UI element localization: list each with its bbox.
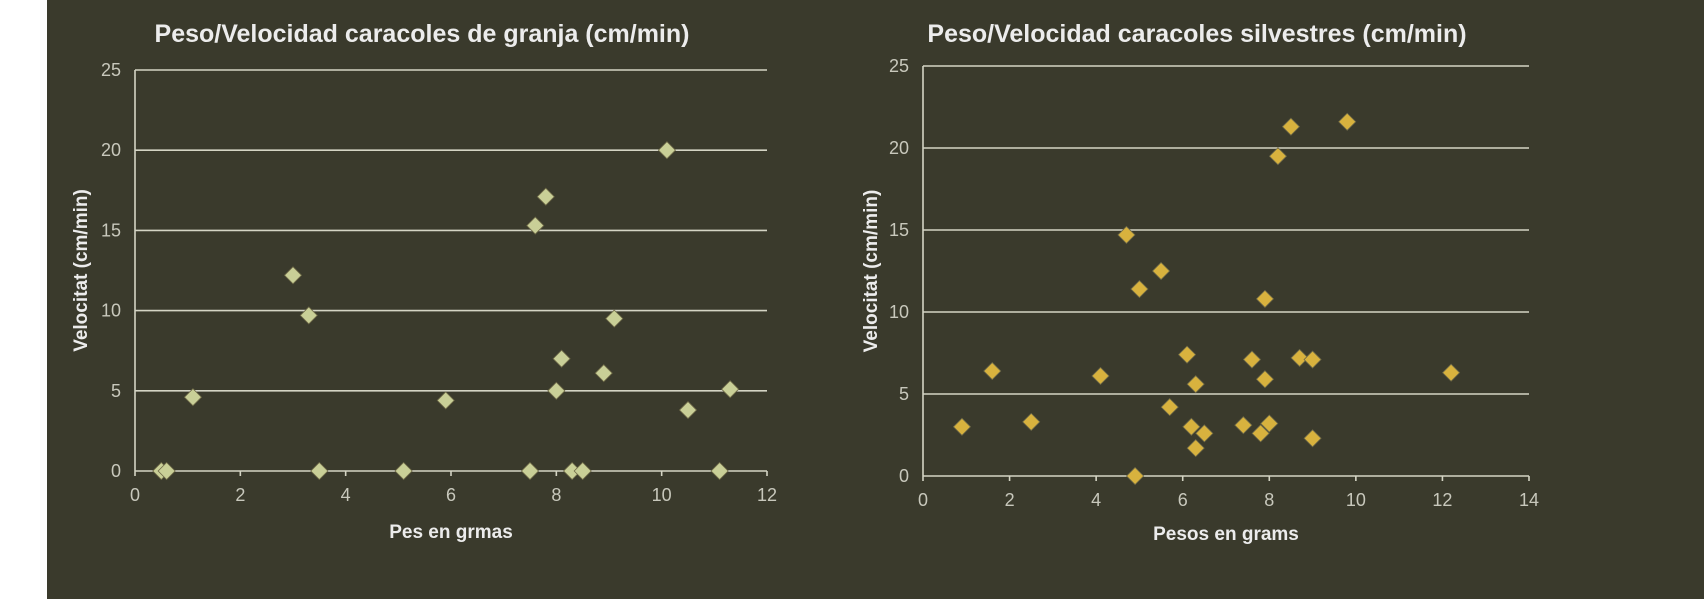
data-point — [1255, 289, 1275, 308]
data-point — [520, 461, 540, 481]
data-point — [1160, 398, 1179, 417]
chart-2: Peso/Velocidad caracoles silvestres (cm/… — [861, 20, 1539, 545]
y-tick-label: 10 — [889, 302, 909, 322]
y-tick-label: 20 — [101, 140, 121, 160]
data-point — [1303, 350, 1322, 369]
x-tick-label: 8 — [1264, 490, 1274, 510]
data-point — [594, 364, 613, 383]
y-tick-label: 25 — [889, 56, 909, 76]
data-point — [1186, 375, 1205, 394]
x-tick-label: 8 — [551, 485, 561, 505]
data-point — [1186, 439, 1205, 458]
x-tick-label: 0 — [918, 490, 928, 510]
data-point — [952, 417, 972, 436]
x-tick-label: 12 — [757, 485, 777, 505]
y-tick-label: 15 — [101, 220, 121, 240]
x-axis-label: Pesos en grams — [1153, 524, 1299, 545]
data-point — [1290, 348, 1309, 367]
data-point — [536, 187, 555, 206]
data-point — [657, 141, 676, 160]
chart-title: Peso/Velocidad caracoles de granja (cm/m… — [155, 20, 690, 48]
data-point — [1268, 147, 1288, 166]
data-point — [605, 309, 624, 328]
x-tick-label: 12 — [1432, 490, 1452, 510]
y-tick-label: 15 — [889, 220, 909, 240]
data-point — [1091, 366, 1110, 386]
data-point — [721, 380, 740, 399]
data-point — [1251, 424, 1270, 443]
data-point — [983, 361, 1002, 381]
x-tick-label: 6 — [446, 485, 456, 505]
data-point — [283, 266, 303, 285]
data-point — [436, 391, 455, 410]
chart-1: Peso/Velocidad caracoles de granja (cm/m… — [71, 20, 777, 543]
data-point — [1117, 225, 1136, 244]
y-tick-label: 5 — [111, 381, 121, 401]
x-tick-label: 10 — [1346, 490, 1366, 510]
data-point — [1234, 416, 1253, 435]
x-axis-label: Pes en grmas — [389, 522, 513, 543]
x-tick-label: 2 — [1005, 490, 1015, 510]
y-tick-label: 0 — [111, 461, 121, 481]
chart-panel: Peso/Velocidad caracoles de granja (cm/m… — [47, 0, 1704, 599]
data-point — [1022, 412, 1041, 431]
data-point — [1442, 363, 1461, 382]
data-point — [678, 400, 698, 420]
data-point — [1255, 370, 1275, 389]
data-point — [1338, 112, 1357, 131]
data-point — [1303, 429, 1322, 448]
y-axis-label: Velocitat (cm/min) — [861, 190, 882, 353]
data-point — [1177, 345, 1197, 364]
data-point — [1260, 414, 1279, 433]
data-point — [310, 461, 329, 481]
data-point — [299, 306, 318, 325]
data-point — [526, 216, 545, 235]
x-tick-label: 0 — [130, 485, 140, 505]
charts-svg: Peso/Velocidad caracoles de granja (cm/m… — [71, 20, 1539, 545]
data-point — [1195, 424, 1214, 443]
data-point — [183, 388, 202, 407]
y-tick-label: 20 — [889, 138, 909, 158]
y-tick-label: 10 — [101, 301, 121, 321]
y-axis-label: Velocitat (cm/min) — [71, 189, 92, 352]
x-tick-label: 4 — [1091, 490, 1101, 510]
data-point — [552, 349, 571, 368]
y-tick-label: 25 — [101, 60, 121, 80]
data-point — [1182, 417, 1201, 436]
data-point — [710, 461, 729, 481]
data-point — [1130, 279, 1149, 299]
x-tick-label: 6 — [1178, 490, 1188, 510]
data-point — [573, 461, 592, 481]
x-tick-label: 10 — [652, 485, 672, 505]
chart-title: Peso/Velocidad caracoles silvestres (cm/… — [927, 20, 1466, 48]
data-point — [547, 381, 566, 400]
x-tick-label: 2 — [235, 485, 245, 505]
x-tick-label: 14 — [1519, 490, 1539, 510]
data-point — [394, 461, 413, 481]
y-tick-label: 0 — [899, 466, 909, 486]
data-point — [1126, 466, 1145, 486]
data-point — [1242, 350, 1262, 369]
data-point — [157, 461, 176, 481]
data-point — [1281, 117, 1300, 136]
data-point — [1152, 261, 1171, 281]
x-tick-label: 4 — [341, 485, 351, 505]
y-tick-label: 5 — [899, 384, 909, 404]
